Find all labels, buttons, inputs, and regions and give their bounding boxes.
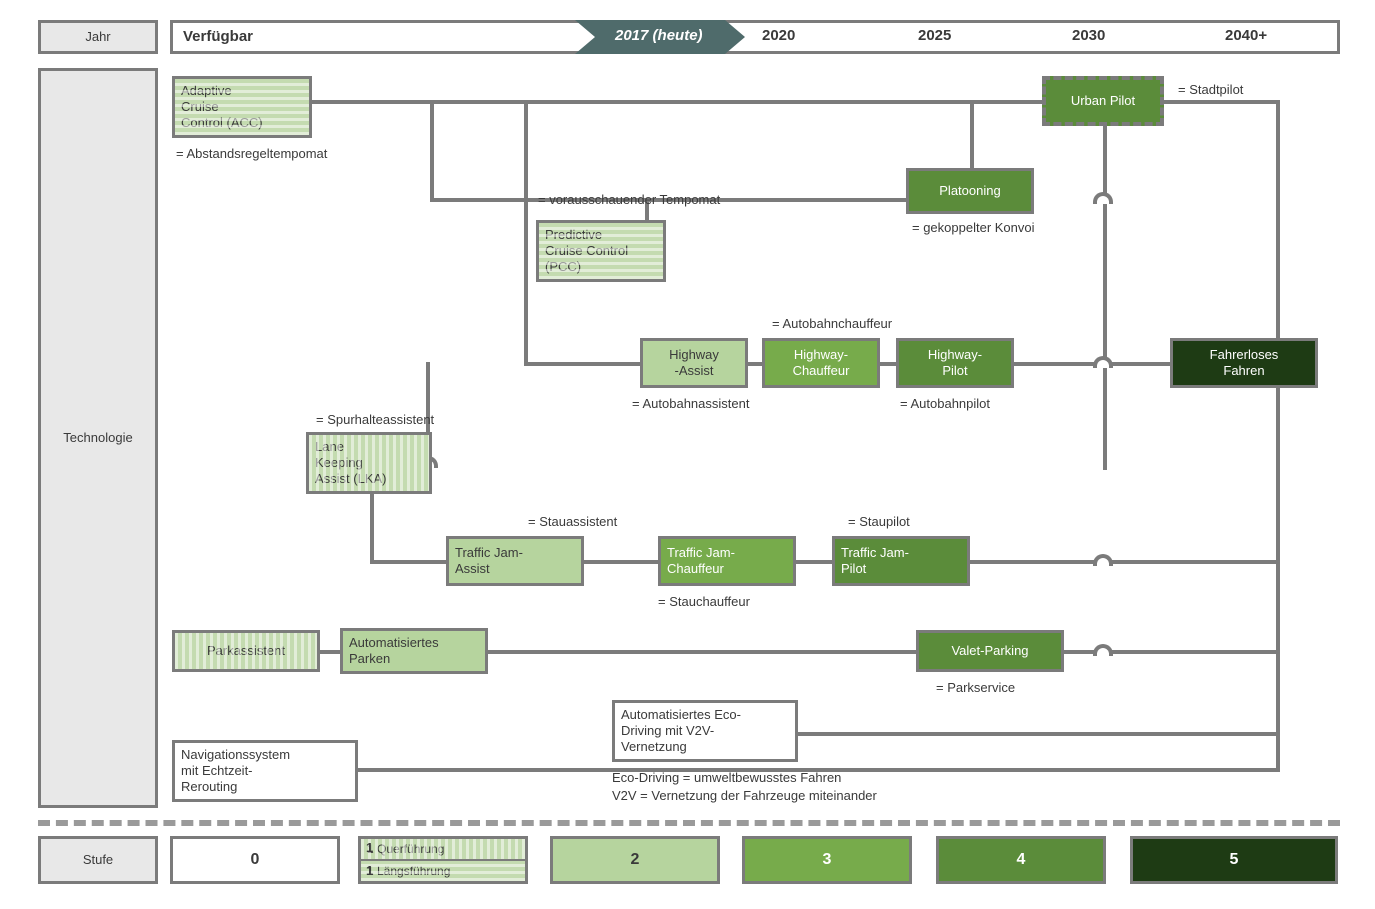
note-lka: = Spurhalteassistent	[316, 412, 434, 427]
text: 2	[631, 850, 640, 870]
text: Automatisiertes Parken	[349, 635, 439, 668]
header-timeline: Verfügbar	[170, 20, 1340, 54]
roadmap-chart: Jahr Verfügbar 2017 (heute) 2020 2025 20…	[20, 20, 1355, 889]
text: 4	[1017, 850, 1026, 870]
footnote-v2v: V2V = Vernetzung der Fahrzeuge miteinand…	[612, 788, 877, 803]
legend-4: 4	[936, 836, 1106, 884]
node-nav: Navigationssystem mit Echtzeit- Reroutin…	[172, 740, 358, 802]
text: Urban Pilot	[1071, 93, 1135, 109]
tick-2030: 2030	[1072, 27, 1105, 44]
text: Highway -Assist	[669, 347, 719, 380]
legend-5: 5	[1130, 836, 1338, 884]
connector	[524, 100, 528, 200]
node-hw-chauffeur: Highway- Chauffeur	[762, 338, 880, 388]
connector-hop	[1093, 554, 1113, 566]
text: Fahrerloses Fahren	[1210, 347, 1279, 380]
note-valet: = Parkservice	[936, 680, 1015, 695]
node-fahrerlos: Fahrerloses Fahren	[1170, 338, 1318, 388]
label: Jahr	[85, 29, 110, 45]
text: Traffic Jam- Assist	[455, 545, 523, 578]
text: Highway- Pilot	[928, 347, 982, 380]
text: Highway- Chauffeur	[793, 347, 850, 380]
text: Navigationssystem mit Echtzeit- Reroutin…	[181, 747, 290, 796]
text: Platooning	[939, 183, 1000, 199]
node-lka: Lane Keeping Assist (LKA)	[306, 432, 432, 494]
text: 1 Querführung	[367, 842, 444, 856]
connector-hop	[1093, 644, 1113, 656]
text: Predictive Cruise Control (PCC)	[545, 227, 628, 276]
text: 1 Längsführung	[367, 864, 450, 878]
connector	[524, 198, 528, 366]
node-hw-pilot: Highway- Pilot	[896, 338, 1014, 388]
header-technologie: Technologie	[38, 68, 158, 808]
label-verfuegbar: Verfügbar	[183, 28, 253, 47]
header-jahr: Jahr	[38, 20, 158, 54]
text: Lane Keeping Assist (LKA)	[315, 439, 387, 488]
text: Parkassistent	[207, 643, 285, 659]
node-tj-chauffeur: Traffic Jam- Chauffeur	[658, 536, 796, 586]
note-tj-chauffeur: = Stauchauffeur	[658, 594, 750, 609]
legend-1: 1 Querführung 1 Längsführung	[358, 836, 528, 884]
note-acc: = Abstandsregeltempomat	[176, 146, 327, 161]
node-parkassist: Parkassistent	[172, 630, 320, 672]
separator	[38, 820, 1340, 826]
node-platooning: Platooning	[906, 168, 1034, 214]
text: Adaptive Cruise Control (ACC)	[181, 83, 263, 132]
footnote-eco: Eco-Driving = umweltbewusstes Fahren	[612, 770, 841, 785]
text: 5	[1230, 850, 1239, 870]
connector	[430, 100, 434, 200]
tick-2040: 2040+	[1225, 27, 1267, 44]
note-pcc: = vorausschauender Tempomat	[538, 192, 720, 207]
text: 3	[823, 850, 832, 870]
text: Valet-Parking	[951, 643, 1028, 659]
tick-2025: 2025	[918, 27, 951, 44]
note-urban-pilot: = Stadtpilot	[1178, 82, 1243, 97]
note-hw-chauffeur: = Autobahnchauffeur	[772, 316, 892, 331]
connector	[1276, 100, 1280, 770]
node-valet: Valet-Parking	[916, 630, 1064, 672]
text: Traffic Jam- Pilot	[841, 545, 909, 578]
text: Automatisiertes Eco- Driving mit V2V- Ve…	[621, 707, 741, 756]
legend-0: 0	[170, 836, 340, 884]
node-tj-pilot: Traffic Jam- Pilot	[832, 536, 970, 586]
label: Stufe	[83, 852, 113, 868]
note-hw-assist: = Autobahnassistent	[632, 396, 749, 411]
node-hw-assist: Highway -Assist	[640, 338, 748, 388]
node-eco: Automatisiertes Eco- Driving mit V2V- Ve…	[612, 700, 798, 762]
node-autopark: Automatisiertes Parken	[340, 628, 488, 674]
label: Technologie	[63, 430, 132, 446]
timeline-current-label: 2017 (heute)	[615, 27, 703, 44]
node-acc: Adaptive Cruise Control (ACC)	[172, 76, 312, 138]
node-urban-pilot: Urban Pilot	[1042, 76, 1164, 126]
node-pcc: Predictive Cruise Control (PCC)	[536, 220, 666, 282]
text: 0	[251, 850, 260, 870]
note-tj-assist: = Stauassistent	[528, 514, 617, 529]
node-tj-assist: Traffic Jam- Assist	[446, 536, 584, 586]
text: Traffic Jam- Chauffeur	[667, 545, 735, 578]
note-platooning: = gekoppelter Konvoi	[912, 220, 1035, 235]
connector	[970, 100, 974, 170]
note-tj-pilot: = Staupilot	[848, 514, 910, 529]
connector	[1103, 100, 1107, 470]
legend-3: 3	[742, 836, 912, 884]
connector-hop	[1093, 192, 1113, 204]
legend-2: 2	[550, 836, 720, 884]
connector-hop	[1093, 356, 1113, 368]
note-hw-pilot: = Autobahnpilot	[900, 396, 990, 411]
tick-2020: 2020	[762, 27, 795, 44]
header-stufe: Stufe	[38, 836, 158, 884]
